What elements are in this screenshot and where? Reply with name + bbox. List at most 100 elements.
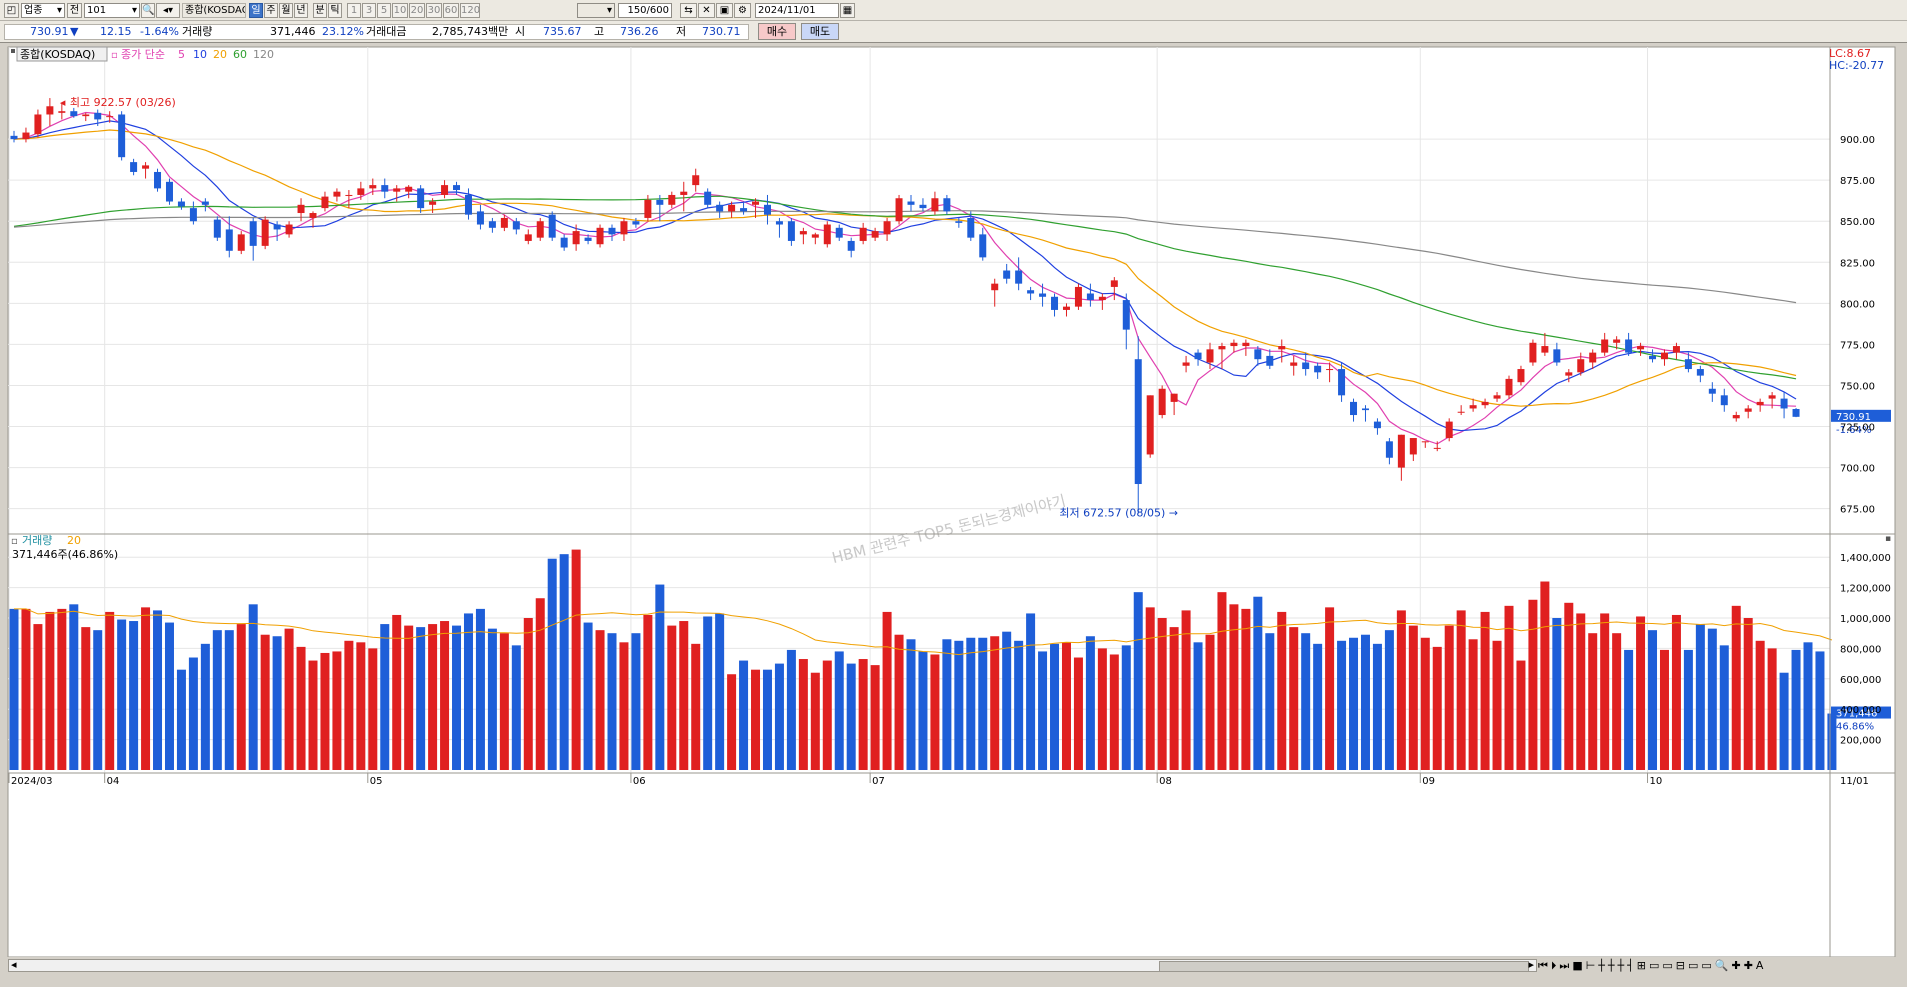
square-icon: ▫ [111, 50, 118, 61]
period-tab-week[interactable]: 주 [264, 3, 278, 18]
candle-body [1684, 359, 1692, 370]
count-input[interactable]: 150/600 [618, 3, 672, 18]
code-input[interactable]: 101 ▾ [84, 3, 140, 18]
gear-icon[interactable]: ⚙ [734, 3, 751, 18]
scroll-left-icon[interactable]: ◂ [11, 958, 17, 971]
high-arrow-icon: ◂ [60, 96, 66, 109]
candle-body [692, 175, 700, 186]
volume-bar [1038, 651, 1048, 770]
prev-button[interactable]: 전 [67, 3, 82, 18]
candle-body [668, 194, 676, 205]
candle-body [775, 221, 783, 225]
price-tick-label: 825.00 [1840, 258, 1875, 269]
period-tab-month[interactable]: 월 [279, 3, 293, 18]
interval-20[interactable]: 20 [409, 3, 425, 18]
volume-bar [607, 633, 617, 770]
period-tab-tick[interactable]: 틱 [328, 3, 342, 18]
candle-body [58, 111, 66, 113]
candle-body [106, 116, 114, 118]
zoom-icon[interactable]: ⇆ [680, 3, 697, 18]
candle-body [417, 188, 425, 209]
candle-body [1242, 342, 1250, 347]
chart-panel [7, 46, 1896, 957]
volume-bar [141, 607, 151, 770]
volume-bar [762, 669, 772, 770]
volume-bar [1002, 631, 1012, 770]
candle-body [548, 214, 556, 238]
candle-body [34, 114, 42, 135]
speaker-icon[interactable]: ◂▾ [156, 3, 180, 18]
price-tick-label: 800.00 [1840, 299, 1875, 310]
market-select[interactable]: 업종 ▾ [21, 3, 65, 18]
volume-bar [452, 625, 462, 770]
panel-toggle-icon[interactable] [11, 49, 15, 53]
candle-body [1027, 290, 1035, 294]
interval-30[interactable]: 30 [426, 3, 442, 18]
ma-legend-120: 120 [253, 48, 274, 61]
volume-bar [822, 660, 832, 770]
interval-10[interactable]: 10 [392, 3, 408, 18]
current-price-tag [1831, 409, 1891, 422]
x-tick-label: 05 [370, 776, 383, 787]
volume-bar [320, 652, 330, 770]
ma-legend-prefix: 종가 단순 [121, 48, 165, 61]
volume-tick-label: 1,200,000 [1840, 584, 1891, 595]
down-arrow-icon: ▼ [70, 25, 79, 38]
period-tab-year[interactable]: 년 [294, 3, 308, 18]
play-icon[interactable]: ⏵⏭ [1550, 959, 1573, 972]
volume-bar [858, 659, 868, 770]
interval-1[interactable]: 1 [347, 3, 361, 18]
volume-bar [1743, 618, 1753, 770]
sell-button[interactable]: 매도 [801, 23, 839, 40]
custom-interval-input[interactable]: ▾ [577, 3, 615, 18]
interval-120[interactable]: 120 [460, 3, 481, 18]
horizontal-scrollbar[interactable]: ◂ ▸ [8, 958, 1537, 972]
search-icon[interactable]: 🔍 [141, 3, 155, 18]
ruler-icon[interactable]: ⊢┼┼┼┤ [1585, 959, 1637, 972]
period-tab-day[interactable]: 일 [249, 3, 263, 18]
date-input[interactable]: 2024/11/01 [755, 3, 839, 18]
price-grid [8, 47, 1830, 773]
candle-body [1373, 421, 1381, 429]
candle-body [1302, 362, 1310, 370]
crosshair-icon[interactable]: ✕ [698, 3, 715, 18]
candle-body [1146, 395, 1154, 455]
scroll-right-icon[interactable]: ▸ [1528, 958, 1534, 971]
candle-body [309, 213, 317, 218]
volume-bar [164, 622, 174, 770]
calendar-icon[interactable]: ▦ [840, 3, 855, 18]
tool-icons[interactable]: ⊞▭▭⊟▭▭🔍✚✚A [1636, 959, 1767, 972]
scroll-thumb[interactable] [1159, 961, 1529, 972]
first-icon[interactable]: ⏮ [1538, 959, 1551, 972]
candle-body [1290, 362, 1298, 366]
buy-button[interactable]: 매수 [758, 23, 796, 40]
volume-bar [224, 630, 234, 770]
volume-bar [1659, 649, 1669, 770]
quote-high: 736.26 [620, 25, 659, 38]
x-tick-label: 06 [633, 776, 646, 787]
volume-bar [1109, 654, 1119, 770]
candle-body [357, 188, 365, 195]
candle-body [1553, 349, 1561, 363]
stop-icon[interactable]: ■ [1572, 959, 1586, 972]
low-label: 저 [676, 25, 687, 38]
volume-bar [547, 558, 557, 770]
interval-5[interactable]: 5 [377, 3, 391, 18]
panel-resize-icon[interactable]: ▪ [1885, 534, 1891, 544]
chart-nav-toolbar[interactable]: ⏮⏵⏭■⊢┼┼┼┤⊞▭▭⊟▭▭🔍✚✚A [1538, 959, 1898, 972]
window-menu-icon[interactable]: ◰ [4, 3, 19, 18]
interval-3[interactable]: 3 [362, 3, 376, 18]
volume-bar [392, 614, 402, 770]
chart-canvas[interactable]: HBM 관련주 TOP5 돈되는경제이야기 ◂ 최고 922.57 (03/26)… [0, 43, 1907, 957]
candle-body [728, 204, 736, 212]
volume-bar [1803, 642, 1813, 770]
candle-body [716, 204, 724, 212]
candle-body [273, 224, 281, 230]
save-icon[interactable]: ▣ [716, 3, 733, 18]
period-tab-minute[interactable]: 분 [313, 3, 327, 18]
volume-bar [1636, 616, 1646, 770]
volume-bar [1815, 651, 1825, 770]
interval-60[interactable]: 60 [443, 3, 459, 18]
volume-bar [1229, 604, 1239, 770]
volume-bar [834, 651, 844, 770]
